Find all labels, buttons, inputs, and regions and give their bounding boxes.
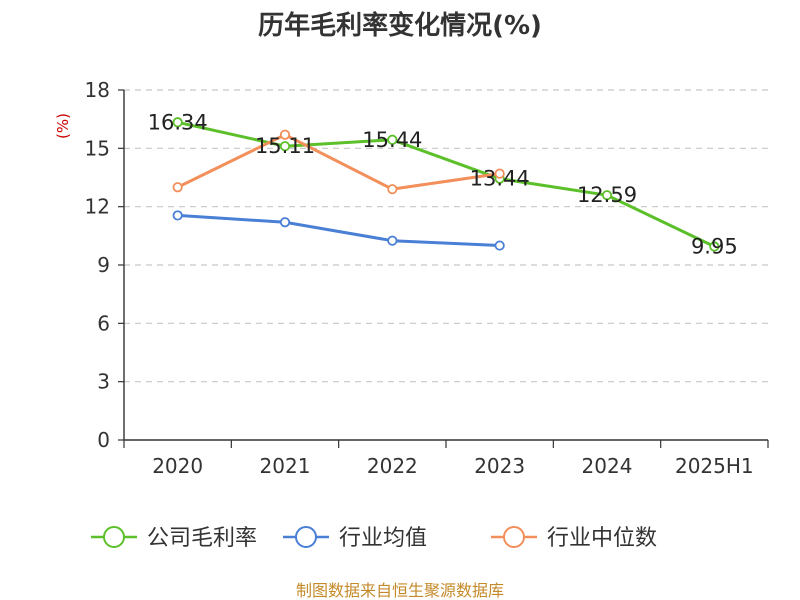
data-point	[494, 168, 505, 179]
data-point	[387, 134, 398, 145]
y-tick-label: 0	[97, 428, 110, 452]
data-point	[387, 184, 398, 195]
legend-label: 行业均值	[339, 526, 427, 551]
legend-label: 公司毛利率	[147, 526, 257, 551]
data-point	[172, 210, 183, 221]
data-point	[279, 141, 291, 152]
y-tick-label: 3	[97, 370, 110, 394]
grid-lines	[124, 89, 768, 383]
data-label: 15.44	[362, 128, 422, 152]
data-label: 12.59	[577, 183, 637, 207]
data-labels: 16.34 15.11 15.44 13.44 12.59 9.95	[148, 110, 738, 258]
x-tick-label: 2023	[474, 454, 525, 478]
data-point	[279, 129, 291, 140]
x-tick-label: 2022	[367, 454, 418, 478]
legend: 公司毛利率 行业均值 行业中位数	[91, 526, 657, 551]
y-tick-label: 9	[97, 253, 110, 277]
legend-item: 公司毛利率	[91, 526, 257, 551]
legend-item: 行业中位数	[491, 526, 657, 551]
y-axis-label: (%)	[54, 113, 72, 139]
y-tick-label: 12	[85, 195, 110, 219]
x-tick-label: 2021	[260, 454, 311, 478]
legend-label: 行业中位数	[547, 526, 657, 551]
data-point	[387, 235, 398, 246]
data-label: 9.95	[691, 235, 738, 259]
axes: 0 3 6 9 12 15 18 2020 2021 2022 2023 2024 2025H1	[85, 78, 769, 478]
source-note: 制图数据来自恒生聚源数据库	[296, 581, 504, 600]
y-tick-label: 15	[85, 136, 110, 160]
chart-title: 历年毛利率变化情况(%)	[258, 10, 542, 41]
y-tick-label: 6	[97, 311, 110, 335]
legend-item: 行业均值	[283, 526, 427, 551]
y-tick-label: 18	[85, 78, 110, 102]
x-tick-label: 2024	[582, 454, 633, 478]
data-point	[709, 241, 720, 252]
data-point	[601, 190, 613, 201]
data-label: 13.44	[470, 167, 530, 191]
data-label: 15.11	[255, 134, 315, 158]
legend-marker	[503, 526, 525, 548]
x-tick-label: 2020	[152, 454, 203, 478]
series-line	[177, 213, 500, 248]
data-point	[172, 117, 183, 128]
series-line	[177, 133, 500, 191]
series-3	[172, 129, 505, 195]
legend-marker	[103, 526, 125, 548]
data-label: 16.34	[148, 110, 208, 134]
data-point	[172, 182, 183, 193]
data-point	[494, 240, 505, 251]
series-layer	[172, 117, 720, 252]
data-point	[279, 217, 291, 228]
x-tick-label: 2025H1	[675, 454, 754, 478]
series-2	[172, 210, 505, 251]
legend-marker	[295, 526, 317, 548]
